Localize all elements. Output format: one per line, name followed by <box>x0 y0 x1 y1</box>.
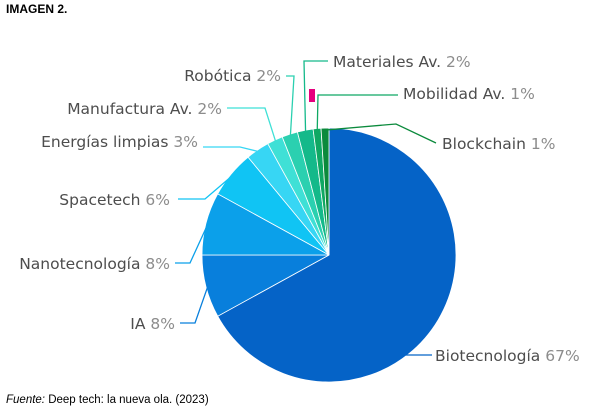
leader-line-3 <box>175 223 209 264</box>
pie-slice-10 <box>320 127 330 256</box>
source-caption: Fuente: Deep tech: la nueva ola. (2023) <box>6 394 209 406</box>
pie-slices <box>201 127 457 383</box>
figure-heading: IMAGEN 2. <box>6 2 68 16</box>
slice-label-1: Biotecnología 67% <box>435 347 580 365</box>
slice-label-8: Materiales Av. 2% <box>333 53 471 71</box>
slice-label-10: Blockchain 1% <box>442 135 555 153</box>
pie-slice-1 <box>217 127 457 383</box>
leader-line-8 <box>303 60 328 133</box>
slice-label-5: Energías limpias 3% <box>41 133 198 151</box>
source-label: Fuente: <box>6 394 45 406</box>
leader-line-6 <box>227 107 277 143</box>
source-text: Deep tech: la nueva ola. (2023) <box>45 394 209 406</box>
leader-line-4 <box>178 174 234 200</box>
slice-labels: Biotecnología 67% IA 8% Nanotecnología 8% S… <box>19 53 579 365</box>
leader-line-9 <box>316 94 398 131</box>
slice-label-3: Nanotecnología 8% <box>19 255 170 273</box>
slice-label-4: Spacetech 6% <box>59 191 170 209</box>
slice-label-7: Robótica 2% <box>184 67 281 85</box>
slice-label-9: Mobilidad Av. 1% <box>403 85 535 103</box>
leader-line-1 <box>403 318 438 356</box>
slice-label-2: IA 8% <box>130 315 175 333</box>
leader-line-5 <box>203 146 259 153</box>
leader-line-10 <box>325 123 437 144</box>
leader-lines <box>175 60 438 356</box>
leader-line-2 <box>180 285 209 324</box>
highlight-marker <box>309 89 315 102</box>
leader-line-7 <box>286 75 295 137</box>
slice-label-6: Manufactura Av. 2% <box>67 100 222 118</box>
